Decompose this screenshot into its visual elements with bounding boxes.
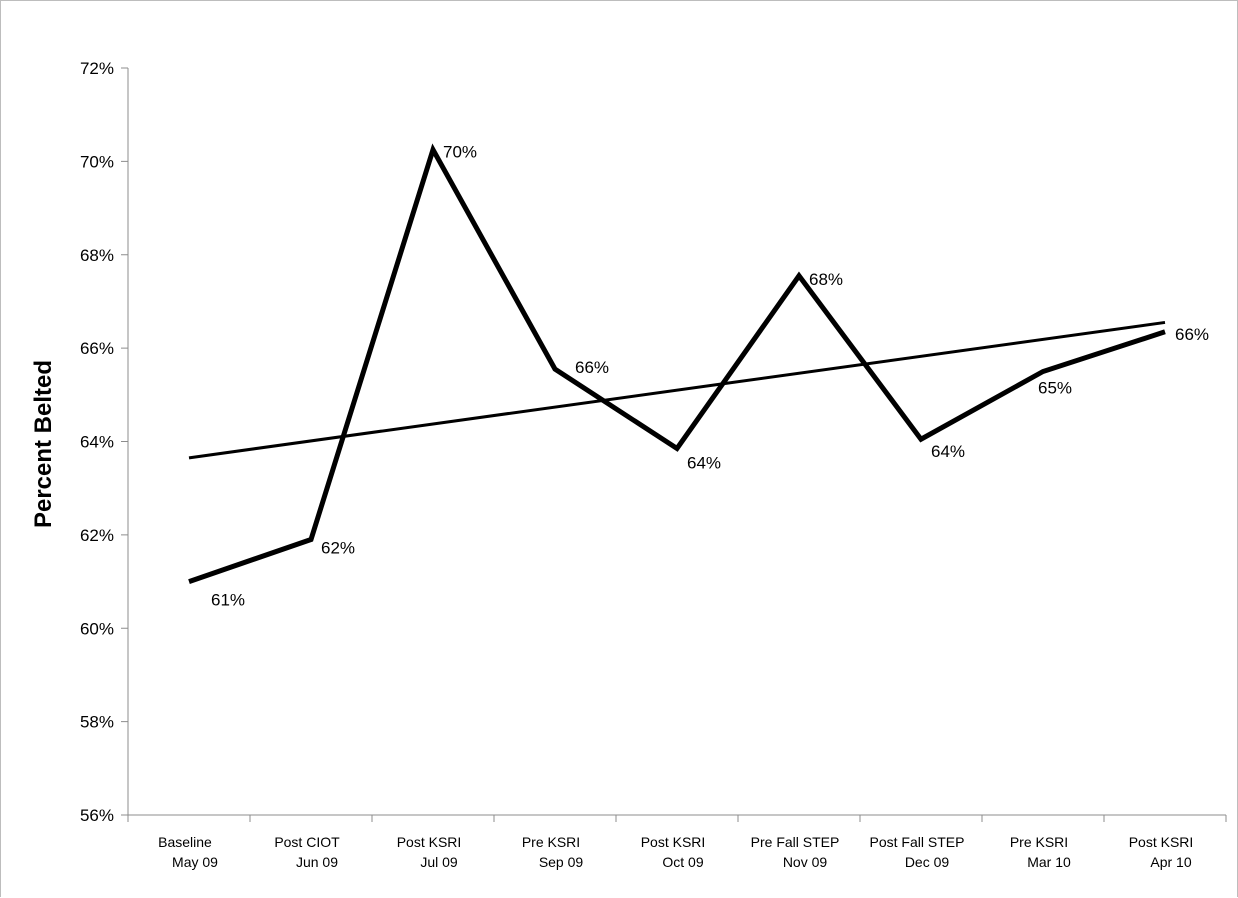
x-tick-label: Pre KSRI Mar 10 — [1010, 834, 1071, 870]
x-tick-label: Post KSRI Oct 09 — [641, 834, 706, 870]
y-tick-label: 64% — [80, 433, 114, 452]
x-tick-label: Post KSRI Jul 09 — [397, 834, 462, 870]
data-label: 61% — [211, 591, 245, 610]
series-line — [188, 143, 1166, 584]
y-tick-label: 66% — [80, 339, 114, 358]
x-tick-label: Post CIOT Jun 09 — [274, 834, 340, 870]
y-tick-label: 72% — [80, 59, 114, 78]
data-label: 65% — [1038, 378, 1072, 397]
x-tick-label: Pre KSRI Sep 09 — [522, 834, 584, 870]
x-tick-label: Baseline May 09 — [158, 834, 218, 870]
y-axis-title: Percent Belted — [30, 360, 57, 528]
data-label: 70% — [443, 143, 477, 162]
y-tick-label: 56% — [80, 806, 114, 825]
data-label: 64% — [687, 454, 721, 473]
data-label: 62% — [321, 539, 355, 558]
data-label: 68% — [809, 270, 843, 289]
y-tick-label: 62% — [80, 526, 114, 545]
y-tick-label: 70% — [80, 152, 114, 171]
trendline — [188, 320, 1166, 460]
data-label: 64% — [931, 442, 965, 461]
x-tick-label: Pre Fall STEP Nov 09 — [751, 834, 840, 870]
y-tick-label: 68% — [80, 246, 114, 265]
data-label: 66% — [575, 358, 609, 377]
y-tick-label: 60% — [80, 619, 114, 638]
x-tick-label: Post Fall STEP Dec 09 — [870, 834, 965, 870]
x-tick-label: Post KSRI Apr 10 — [1129, 834, 1194, 870]
data-label: 66% — [1175, 325, 1209, 344]
y-tick-label: 58% — [80, 713, 114, 732]
